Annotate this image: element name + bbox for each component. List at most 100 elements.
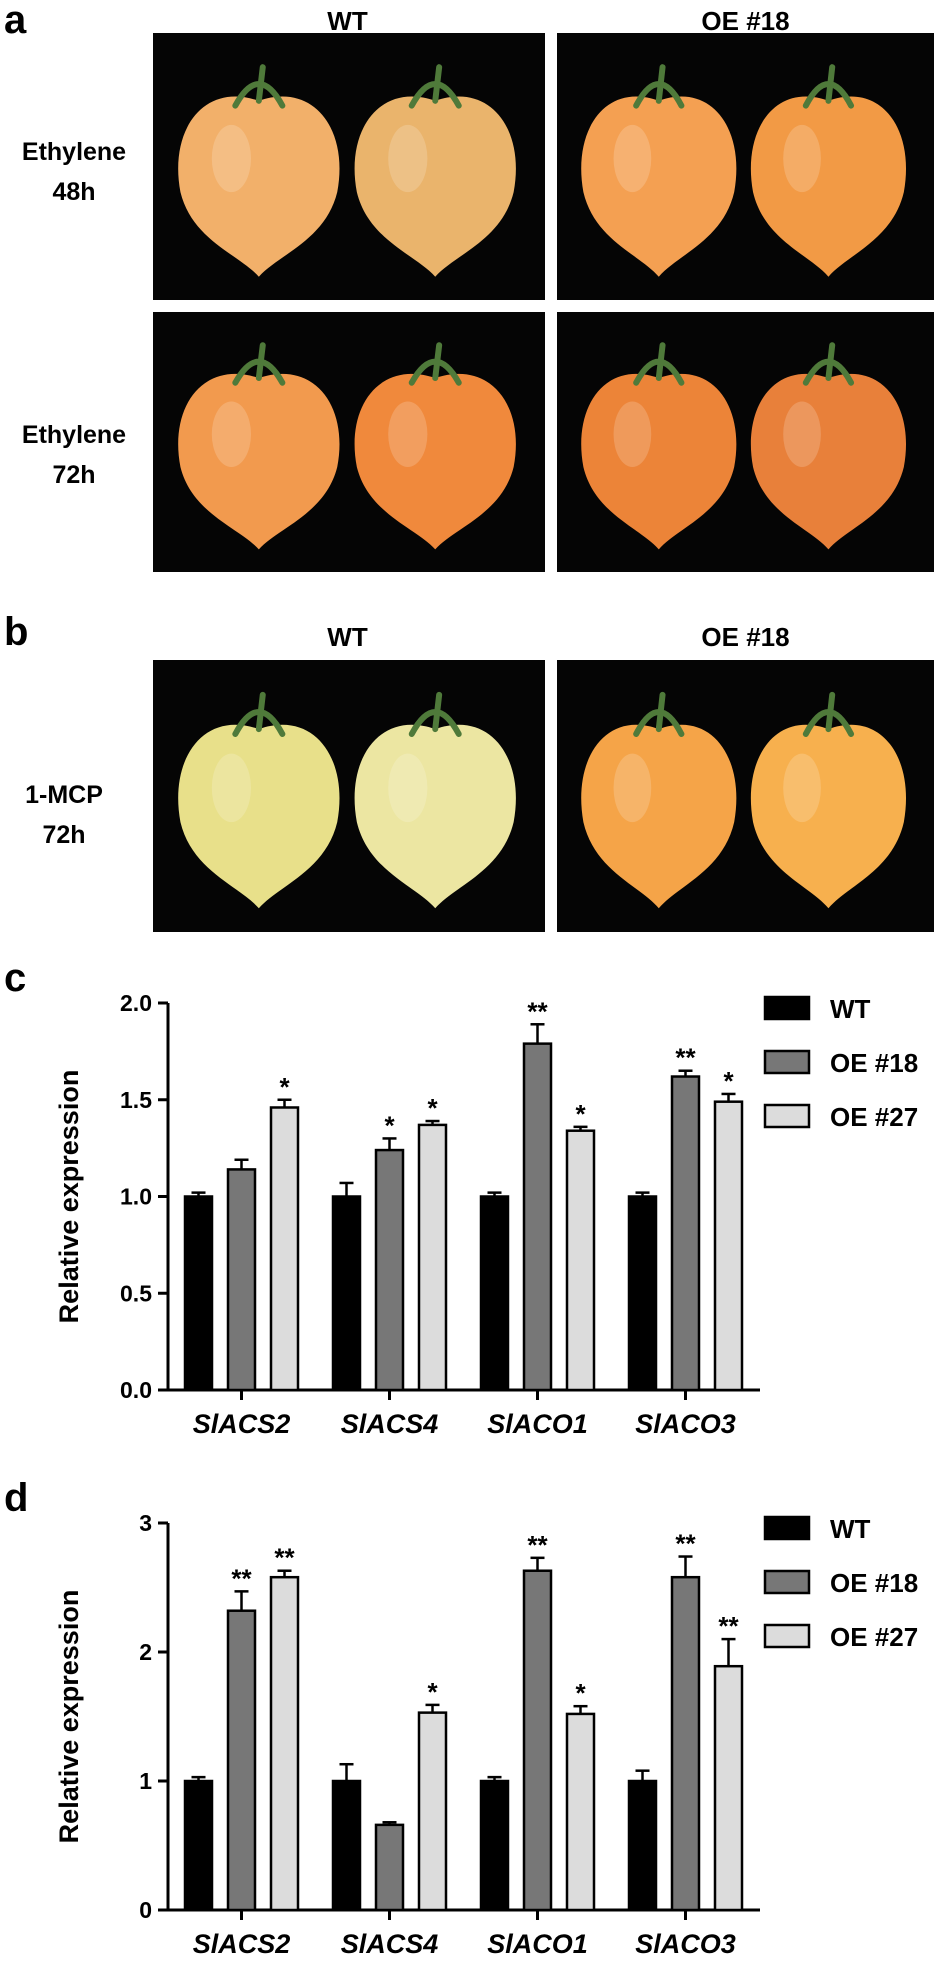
photo-oe18-1mcp-72h [557, 660, 934, 932]
y-axis-label: Relative expression [54, 1590, 84, 1844]
stem-sepals [802, 64, 855, 109]
panel-b-col-label-oe18: OE #18 [701, 622, 790, 652]
significance-label: * [723, 1066, 734, 1096]
significance-label: * [384, 1110, 395, 1140]
category-label: SlACO3 [635, 1409, 736, 1439]
panel-d-letter: d [4, 1476, 29, 1520]
bar [479, 1195, 510, 1392]
panel-b-letter: b [4, 610, 29, 654]
row-label-line2: 72h [42, 821, 86, 849]
y-axis-label: Relative expression [54, 1070, 84, 1324]
tomato-fruit [178, 64, 340, 277]
fruit-illustration [581, 342, 907, 550]
y-tick-label: 0.0 [120, 1377, 152, 1403]
category-label: SlACS2 [193, 1929, 291, 1959]
bar [183, 1195, 214, 1392]
bar [670, 1575, 701, 1912]
bar [269, 1106, 300, 1392]
bar [522, 1569, 553, 1912]
panel-a-letter: a [4, 0, 27, 42]
tomato-fruit [581, 64, 737, 277]
significance-label: * [575, 1678, 586, 1708]
y-tick-label: 3 [139, 1510, 152, 1536]
category-label: SlACO3 [635, 1929, 736, 1959]
bar [331, 1779, 362, 1912]
row-label-line2: 48h [52, 178, 96, 206]
row-label-line1: Ethylene [21, 421, 127, 449]
category-label: SlACS4 [341, 1929, 439, 1959]
tomato-fruit [354, 691, 516, 909]
y-tick-label: 2 [139, 1639, 152, 1665]
photo-wt-ethylene-72h [153, 312, 545, 572]
bar [565, 1712, 596, 1912]
stem-sepals [802, 342, 855, 386]
bar [417, 1711, 448, 1912]
tomato-fruit [750, 64, 907, 277]
fruit-illustration [581, 691, 907, 909]
bar [713, 1664, 744, 1912]
bar-chart-d: 0 1 2 3 Relative expression ** ** SlACS2 * SlACS4… [54, 1510, 918, 1959]
photo-wt-1mcp-72h [153, 660, 545, 932]
significance-label: ** [675, 1043, 696, 1073]
panel-a-row-label-48h: Ethylene 48h [0, 132, 148, 212]
bar [670, 1075, 701, 1392]
fruit-illustration [178, 342, 516, 550]
stem-sepals [633, 64, 685, 109]
bar [269, 1575, 300, 1912]
panel-a-col-label-wt: WT [327, 6, 368, 36]
stem-sepals [408, 342, 462, 386]
y-tick-label: 1 [139, 1768, 152, 1794]
stem-sepals [232, 64, 286, 109]
legend-label: WT [830, 994, 871, 1024]
significance-label: ** [274, 1543, 295, 1573]
bar [417, 1123, 448, 1392]
panel-b-col-label-wt: WT [327, 622, 368, 652]
y-tick-label: 1.0 [120, 1184, 152, 1210]
tomato-fruit [178, 691, 340, 909]
y-tick-label: 0 [139, 1897, 152, 1923]
significance-label: ** [231, 1563, 252, 1593]
bar [374, 1823, 405, 1912]
tomato-fruit [750, 691, 907, 909]
significance-label: * [575, 1099, 586, 1129]
category-label: SlACS4 [341, 1409, 439, 1439]
legend-swatch [763, 1103, 811, 1129]
tomato-fruit [750, 342, 907, 550]
row-label-line2: 72h [52, 461, 96, 489]
legend-label: OE #27 [830, 1622, 918, 1652]
panel-a-row-label-72h: Ethylene 72h [0, 415, 148, 495]
significance-label: ** [527, 996, 548, 1026]
tomato-fruit [178, 342, 340, 550]
bar [713, 1100, 744, 1392]
row-label-line1: 1-MCP [25, 781, 103, 809]
bar [522, 1042, 553, 1392]
fruit-illustration [178, 691, 516, 909]
y-tick-label: 0.5 [120, 1280, 152, 1306]
tomato-fruit [354, 64, 516, 277]
legend-swatch [763, 1623, 811, 1649]
legend-label: OE #27 [830, 1102, 918, 1132]
bar [226, 1609, 257, 1912]
category-label: SlACO1 [487, 1409, 588, 1439]
photo-oe18-ethylene-48h [557, 33, 934, 300]
legend-swatch [763, 995, 811, 1021]
legend-label: OE #18 [830, 1048, 918, 1078]
significance-label: ** [718, 1611, 739, 1641]
tomato-fruit [581, 691, 737, 909]
bar [331, 1195, 362, 1392]
bar [479, 1779, 510, 1912]
bar [374, 1148, 405, 1392]
stem-sepals [633, 691, 685, 737]
significance-label: ** [675, 1529, 696, 1559]
tomato-fruit [581, 342, 737, 550]
legend-swatch [763, 1569, 811, 1595]
legend-label: OE #18 [830, 1568, 918, 1598]
significance-label: * [427, 1677, 438, 1707]
panel-b-row-label-1mcp: 1-MCP 72h [0, 775, 128, 855]
y-tick-label: 2.0 [120, 990, 152, 1016]
legend-swatch [763, 1049, 811, 1075]
fruit-illustration [581, 64, 907, 277]
bar-chart-c: 0.0 0.5 1.0 1.5 2.0 Relative expression * SlACS… [54, 990, 918, 1439]
photo-wt-ethylene-48h [153, 33, 545, 300]
stem-sepals [408, 691, 462, 737]
